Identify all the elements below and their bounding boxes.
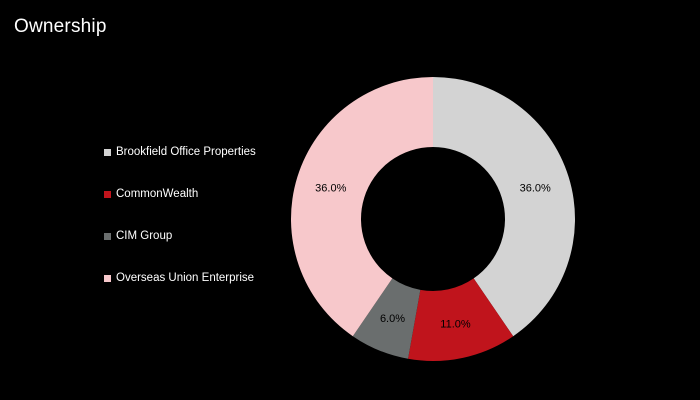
legend-swatch <box>104 274 111 282</box>
slice-label-brookfield: 36.0% <box>520 182 551 194</box>
donut-labels: 36.0% 11.0% 6.0% 36.0% <box>315 182 551 330</box>
chart-legend: Brookfield Office Properties CommonWealt… <box>104 141 294 309</box>
donut-slice-cim-group <box>352 278 421 359</box>
legend-item-commonwealth: CommonWealth <box>104 183 294 205</box>
legend-label: CommonWealth <box>116 188 199 200</box>
legend-item-brookfield: Brookfield Office Properties <box>104 141 294 163</box>
legend-swatch <box>104 148 111 156</box>
legend-label: CIM Group <box>116 230 173 242</box>
legend-item-overseas-union: Overseas Union Enterprise <box>104 267 294 289</box>
legend-swatch <box>104 232 111 240</box>
legend-label: Overseas Union Enterprise <box>116 272 255 284</box>
legend-item-cim-group: CIM Group <box>104 225 294 247</box>
page-title: Ownership <box>14 16 107 37</box>
donut-slice-brookfield <box>433 77 575 337</box>
legend-label: Brookfield Office Properties <box>116 146 256 158</box>
slice-label-cim-group: 6.0% <box>380 313 405 325</box>
donut-slice-commonwealth <box>408 278 514 361</box>
slice-label-overseas-union: 36.0% <box>315 182 346 194</box>
donut-slices <box>291 77 575 361</box>
slice-label-commonwealth: 11.0% <box>440 319 471 331</box>
legend-swatch <box>104 190 111 198</box>
donut-slice-overseas-union <box>291 77 433 337</box>
